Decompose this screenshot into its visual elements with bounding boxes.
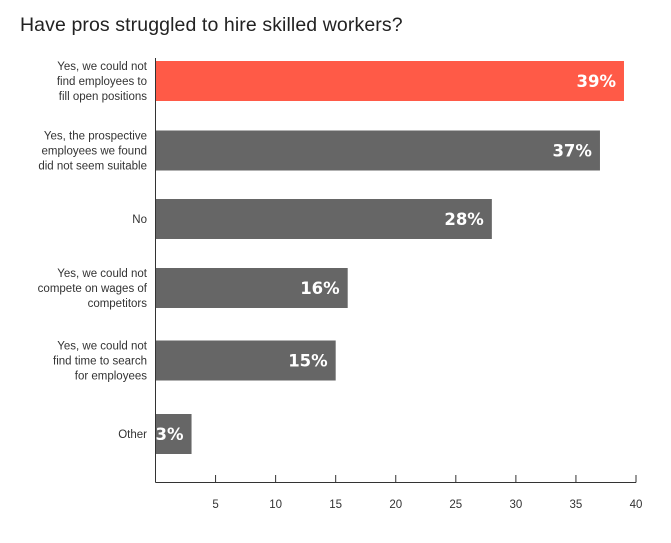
x-tick-label: 40	[630, 499, 643, 511]
x-tick-label: 30	[509, 499, 522, 511]
value-label: 28%	[444, 210, 484, 229]
bar	[155, 130, 600, 171]
category-label: Yes, the prospective	[44, 131, 147, 143]
category-label: Yes, we could not	[57, 268, 148, 280]
value-label: 15%	[288, 352, 328, 371]
category-label: find employees to	[57, 76, 147, 88]
x-tick-label: 15	[329, 499, 342, 511]
category-label: No	[132, 214, 147, 226]
category-label: employees we found	[42, 146, 147, 158]
category-label: compete on wages of	[38, 283, 148, 295]
bar	[155, 340, 336, 381]
category-label: competitors	[88, 298, 148, 310]
bar	[155, 199, 492, 239]
category-label: Yes, we could not	[57, 341, 148, 353]
category-label: for employees	[75, 371, 147, 383]
bar	[155, 414, 192, 454]
value-label: 39%	[576, 72, 616, 91]
x-tick-label: 35	[570, 499, 583, 511]
value-label: 16%	[300, 279, 340, 298]
category-label: find time to search	[53, 356, 147, 368]
category-label: did not seem suitable	[38, 161, 147, 173]
value-label: 3%	[156, 425, 184, 444]
x-tick-label: 10	[269, 499, 282, 511]
bar	[155, 268, 348, 308]
bar	[155, 61, 624, 101]
x-tick-label: 5	[212, 499, 218, 511]
category-label: Other	[118, 429, 147, 441]
chart-title: Have pros struggled to hire skilled work…	[20, 14, 403, 36]
category-label: fill open positions	[59, 91, 147, 103]
value-label: 37%	[552, 142, 592, 161]
category-label: Yes, we could not	[57, 61, 148, 73]
x-tick-label: 25	[449, 499, 462, 511]
x-tick-label: 20	[389, 499, 402, 511]
